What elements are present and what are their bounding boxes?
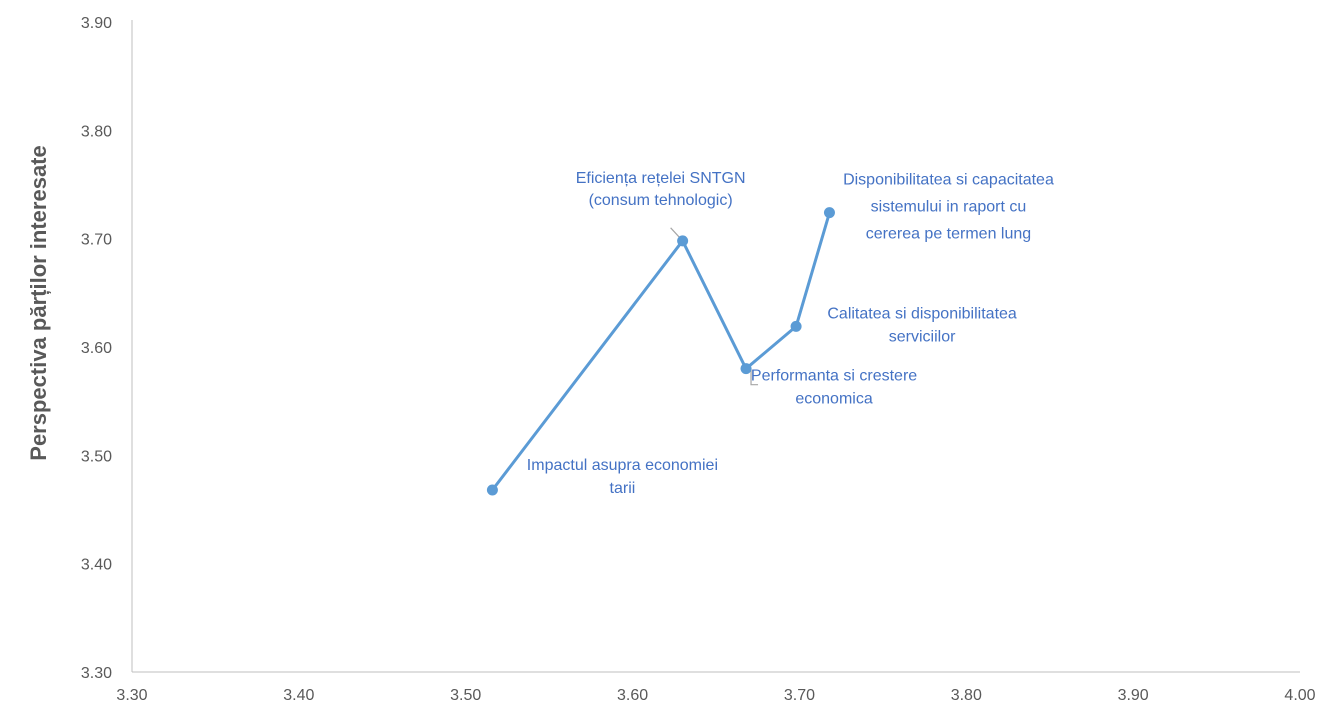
data-label-line: Performanta si crestere (751, 368, 917, 385)
data-label-line: tarii (610, 480, 636, 497)
data-point (740, 363, 752, 375)
label-leader-line (750, 368, 759, 386)
x-tick-label: 3.80 (951, 687, 982, 704)
y-tick-labels: 3.30 3.40 3.50 3.60 3.70 3.80 3.90 (81, 15, 112, 682)
x-tick-label: 3.40 (283, 687, 314, 704)
y-tick-label: 3.60 (81, 340, 112, 357)
data-label-line: Eficiența rețelei SNTGN (576, 170, 746, 187)
data-label-line: cererea pe termen lung (866, 226, 1031, 243)
x-tick-label: 3.50 (450, 687, 481, 704)
data-label: Performanta si crestere economica (751, 368, 917, 408)
data-label-line: sistemului in raport cu (871, 199, 1027, 216)
y-tick-label: 3.90 (81, 15, 112, 32)
data-point (790, 320, 802, 332)
y-tick-label: 3.30 (81, 665, 112, 682)
y-tick-label: 3.40 (81, 557, 112, 574)
x-tick-label: 4.00 (1284, 687, 1315, 704)
y-tick-label: 3.70 (81, 232, 112, 249)
data-label: Disponibilitatea si capacitatea sistemulu… (843, 172, 1054, 243)
y-axis-title: Perspectiva părților interesate (26, 145, 51, 460)
data-labels: Impactul asupra economiei tarii Eficiența … (527, 170, 1054, 497)
data-point (486, 484, 498, 496)
y-tick-label: 3.80 (81, 123, 112, 140)
series-line (491, 212, 831, 491)
x-tick-label: 3.70 (784, 687, 815, 704)
data-label-line: Disponibilitatea si capacitatea (843, 172, 1054, 189)
data-point (677, 235, 689, 247)
data-markers (486, 207, 835, 496)
data-point (823, 207, 835, 219)
data-label: Impactul asupra economiei tarii (527, 457, 718, 497)
data-label-line: Impactul asupra economiei (527, 457, 718, 474)
x-tick-label: 3.30 (116, 687, 147, 704)
x-tick-labels: 3.30 3.40 3.50 3.60 3.70 3.80 3.90 4.00 (116, 687, 1315, 704)
x-tick-label: 3.90 (1118, 687, 1149, 704)
data-label-line: Calitatea si disponibilitatea (827, 305, 1017, 322)
data-label: Calitatea si disponibilitatea serviciilor (827, 305, 1017, 345)
data-label-line: (consum tehnologic) (589, 192, 733, 209)
data-label: Eficiența rețelei SNTGN (consum tehnologi… (576, 170, 746, 209)
x-tick-label: 3.60 (617, 687, 648, 704)
data-label-line: serviciilor (889, 328, 956, 345)
data-label-line: economica (795, 391, 872, 408)
y-tick-label: 3.50 (81, 448, 112, 465)
